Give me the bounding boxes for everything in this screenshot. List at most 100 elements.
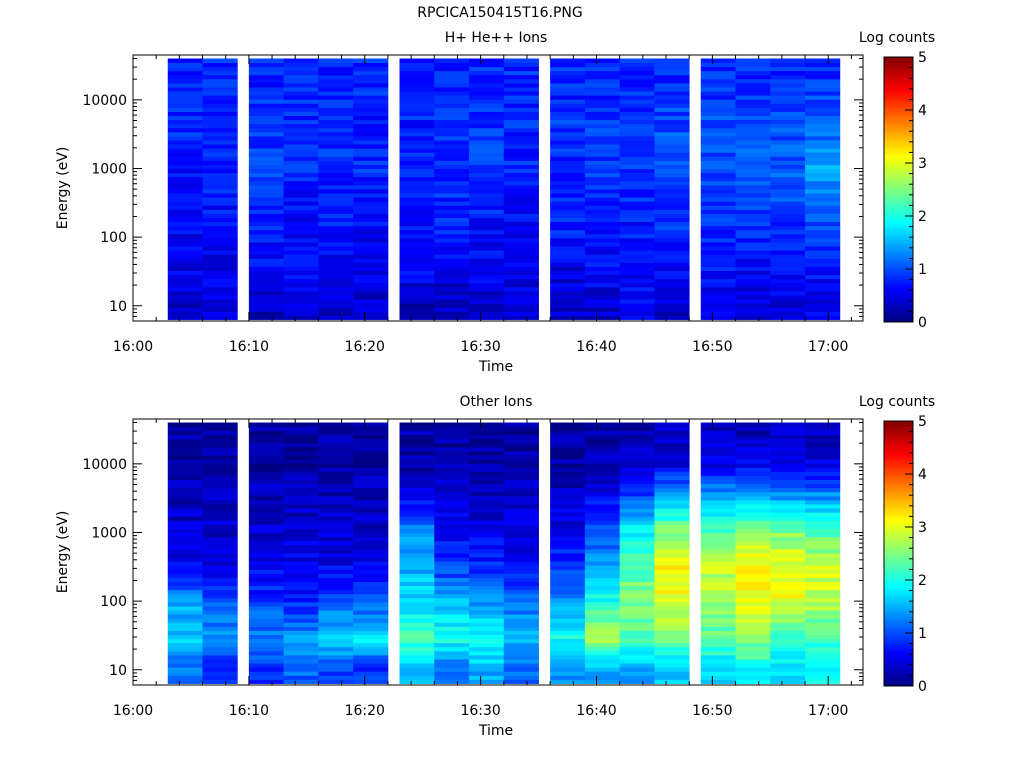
heatmap-cell (805, 442, 841, 448)
heatmap-cell (619, 451, 655, 456)
heatmap-cell (399, 467, 435, 472)
heatmap-cell (584, 176, 621, 182)
heatmap-cell (619, 168, 655, 174)
heatmap-cell (770, 254, 806, 259)
heatmap-cell (503, 144, 539, 149)
heatmap-cell (469, 99, 505, 104)
heatmap-cell (619, 610, 655, 615)
heatmap-cell (770, 152, 806, 157)
heatmap-cell (248, 189, 285, 194)
heatmap-cell (550, 123, 586, 129)
heatmap-cell (503, 274, 539, 280)
heatmap-cell (353, 278, 389, 284)
heatmap-cell (805, 610, 841, 615)
heatmap-cell (248, 254, 285, 259)
heatmap-cell (469, 500, 505, 505)
heatmap-cell (434, 442, 470, 448)
heatmap-cell (434, 650, 470, 656)
heatmap-cell (735, 577, 771, 582)
heatmap-cell (202, 585, 238, 591)
heatmap-cell (202, 282, 238, 288)
heatmap-cell (503, 467, 539, 472)
heatmap-cell (318, 593, 354, 599)
heatmap-cell (770, 70, 806, 76)
heatmap-cell (550, 225, 586, 231)
heatmap-cell (619, 87, 655, 92)
heatmap-cell (619, 180, 655, 186)
heatmap-cell (248, 491, 285, 497)
heatmap-cell (654, 160, 690, 165)
heatmap-cell (283, 553, 319, 558)
heatmap-cell (434, 66, 470, 72)
heatmap-cell (399, 630, 435, 635)
heatmap-cell (700, 471, 736, 476)
heatmap-cell (353, 614, 389, 619)
heatmap-cell (434, 286, 470, 292)
heatmap-cell (735, 205, 771, 210)
heatmap-cell (700, 229, 736, 235)
heatmap-cell (318, 585, 354, 591)
heatmap-cell (619, 659, 655, 664)
heatmap-cell (434, 606, 470, 611)
heatmap-cell (619, 422, 655, 427)
heatmap-cell (619, 62, 655, 68)
heatmap-cell (550, 262, 586, 267)
heatmap-cell (735, 679, 771, 684)
heatmap-cell (770, 217, 806, 223)
heatmap-cell (353, 455, 389, 460)
heatmap-cell (654, 479, 690, 485)
heatmap-cell (399, 573, 435, 578)
heatmap-cell (399, 495, 435, 501)
heatmap-cell (584, 500, 621, 505)
heatmap-cell (805, 213, 841, 218)
heatmap-cell (619, 148, 655, 153)
heatmap-cell (167, 274, 203, 280)
heatmap-cell (770, 626, 806, 631)
heatmap-cell (167, 446, 203, 452)
heatmap-cell (700, 205, 736, 210)
heatmap-cell (353, 553, 389, 558)
heatmap-cell (654, 140, 690, 145)
heatmap-cell (353, 221, 389, 227)
heatmap-cell (503, 471, 539, 476)
heatmap-cell (700, 597, 736, 603)
heatmap-cell (353, 156, 389, 161)
heatmap-cell (503, 650, 539, 656)
heatmap-cell (202, 270, 238, 276)
heatmap-cell (584, 209, 621, 214)
heatmap-cell (283, 140, 319, 145)
heatmap-cell (248, 193, 285, 198)
heatmap-cell (619, 536, 655, 542)
heatmap-cell (283, 577, 319, 582)
heatmap-cell (434, 622, 470, 627)
heatmap-cell (654, 577, 690, 582)
heatmap-cell (202, 430, 238, 436)
heatmap-cell (318, 127, 354, 133)
heatmap-cell (654, 610, 690, 615)
heatmap-cell (318, 164, 354, 170)
heatmap-cell (619, 144, 655, 149)
heatmap-cell (434, 123, 470, 129)
heatmap-cell (584, 246, 621, 251)
heatmap-cell (283, 610, 319, 615)
heatmap-cell (399, 78, 435, 84)
heatmap-cell (167, 626, 203, 631)
heatmap-cell (202, 557, 238, 562)
heatmap-cell (283, 123, 319, 129)
heatmap-cell (619, 642, 655, 648)
heatmap-cell (167, 516, 203, 521)
heatmap-cell (434, 58, 470, 63)
heatmap-cell (770, 451, 806, 456)
heatmap-cell (469, 463, 505, 468)
heatmap-cell (805, 180, 841, 186)
heatmap-cell (353, 451, 389, 456)
heatmap-cell (167, 467, 203, 472)
heatmap-cell (469, 438, 505, 444)
heatmap-cell (399, 634, 435, 640)
x-tick-label: 17:00 (808, 703, 848, 719)
heatmap-cell (283, 70, 319, 76)
heatmap-cell (248, 217, 285, 223)
heatmap-cell (469, 475, 505, 481)
heatmap-cell (469, 508, 505, 513)
heatmap-cell (550, 561, 586, 566)
